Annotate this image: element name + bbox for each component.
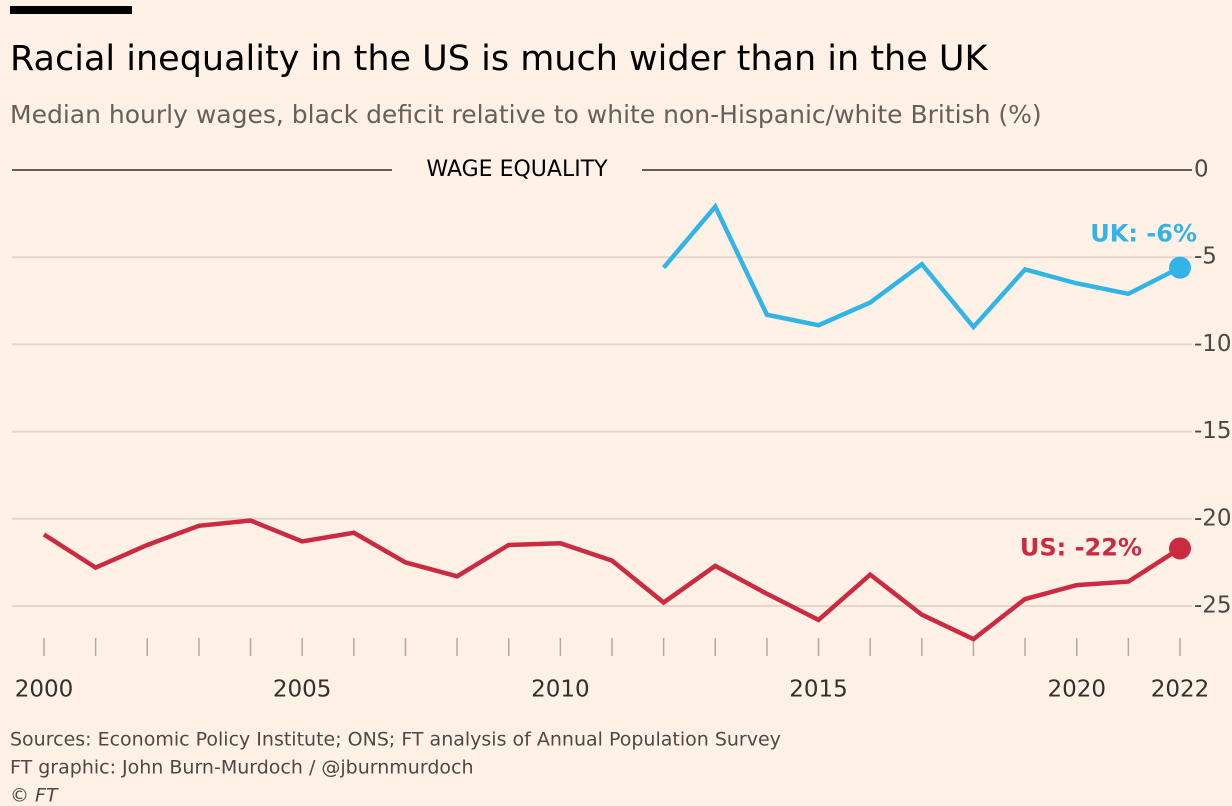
source-text: Sources: Economic Policy Institute; ONS;… xyxy=(10,729,781,751)
annotation: WAGE EQUALITY xyxy=(426,157,608,182)
y-tick-label: -15 xyxy=(1194,418,1232,444)
x-tick-label: 2000 xyxy=(15,677,74,703)
annotation-bg xyxy=(392,154,642,186)
x-tick-label: 2022 xyxy=(1151,677,1210,703)
x-tick-label: 2015 xyxy=(789,677,848,703)
y-tick-label: -10 xyxy=(1194,331,1232,357)
x-tick-label: 2020 xyxy=(1047,677,1106,703)
top-bar xyxy=(10,6,132,14)
source-text: © FT xyxy=(10,785,59,806)
end-label: US: -22% xyxy=(1020,533,1142,561)
y-tick-label: -25 xyxy=(1194,593,1232,619)
chart-title: Racial inequality in the US is much wide… xyxy=(10,39,989,79)
y-tick-label: 0 xyxy=(1194,157,1209,183)
series-line xyxy=(661,202,1182,331)
end-dot xyxy=(1169,256,1191,279)
y-tick-label: -20 xyxy=(1194,505,1232,531)
y-tick-label: -5 xyxy=(1194,244,1217,270)
series-line xyxy=(42,518,1182,642)
x-tick-label: 2005 xyxy=(273,677,332,703)
end-label: UK: -6% xyxy=(1090,220,1197,248)
chart-subtitle: Median hourly wages, black deficit relat… xyxy=(10,100,1042,129)
source-text: FT graphic: John Burn-Murdoch / @jburnmu… xyxy=(10,757,474,779)
end-dot xyxy=(1169,537,1191,560)
x-tick-label: 2010 xyxy=(531,677,590,703)
